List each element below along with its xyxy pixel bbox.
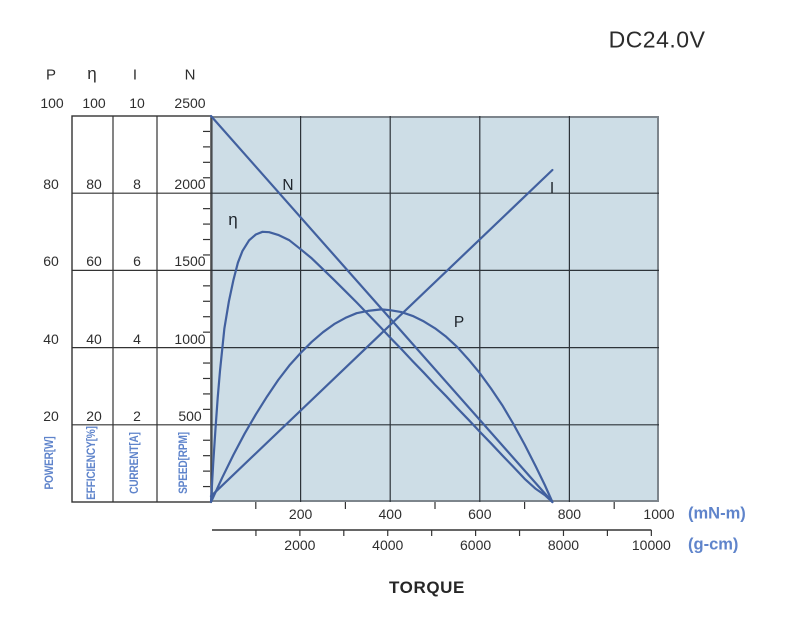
axis-name-power: POWER[W]	[44, 436, 56, 490]
axis-max-current: 10	[129, 95, 145, 111]
axis-row-value: 20	[86, 407, 102, 424]
axis-row-value: 80	[86, 176, 102, 193]
x-tick-label-gcm: 10000	[631, 537, 671, 553]
axis-row-value: 2000	[174, 176, 206, 193]
axis-symbol-current: I	[132, 66, 138, 84]
axis-symbol-power: P	[45, 66, 57, 84]
axis-row-value: 60	[43, 253, 59, 270]
axis-name-speed: SPEED[RPM]	[178, 432, 190, 494]
curve-label-current: I	[549, 180, 555, 197]
x-axis-title: TORQUE	[388, 578, 466, 597]
axis-name-current: CURRENT[A]	[129, 432, 141, 494]
x-tick-label-mnm: 1000	[643, 506, 675, 522]
axis-row-value: 4	[133, 330, 141, 347]
x-tick-label-mnm: 200	[288, 506, 313, 522]
axis-row-value: 500	[178, 407, 202, 424]
axis-max-power: 100	[40, 95, 64, 111]
axis-row-value: 8	[133, 176, 141, 193]
axis-row-value: 1500	[174, 253, 206, 270]
x-tick-label-gcm: 8000	[547, 537, 580, 553]
x-tick-label-mnm: 600	[468, 506, 492, 522]
x-tick-label-gcm: 2000	[284, 537, 316, 553]
voltage-title: DC24.0V	[608, 26, 706, 53]
axis-row-value: 6	[133, 253, 141, 270]
x-tick-label-mnm: 800	[557, 506, 582, 522]
x-unit-gcm: (g-cm)	[688, 535, 739, 554]
curve-label-efficiency: η	[228, 210, 238, 229]
x-tick-label-gcm: 4000	[372, 537, 404, 553]
axis-symbol-speed: N	[184, 66, 196, 84]
axis-row-value: 80	[43, 176, 59, 193]
curve-label-speed: N	[282, 177, 294, 194]
axis-row-value: 60	[86, 253, 102, 270]
x-tick-label-gcm: 6000	[460, 537, 492, 553]
axis-symbol-efficiency: η	[87, 64, 97, 83]
axis-max-efficiency: 100	[82, 95, 106, 111]
plot-area	[211, 116, 659, 502]
axis-name-efficiency: EFFICIENCY[%]	[86, 426, 98, 500]
x-tick-label-mnm: 400	[378, 506, 402, 522]
axis-row-value: 40	[86, 330, 102, 347]
axis-row-value: 40	[43, 330, 59, 347]
axis-row-value: 1000	[174, 330, 206, 347]
axis-row-value: 2	[133, 407, 141, 424]
x-unit-mnm: (mN-m)	[688, 504, 746, 523]
axis-row-value: 20	[43, 407, 59, 424]
curve-label-power: P	[453, 314, 465, 331]
axis-max-speed: 2500	[174, 95, 206, 111]
